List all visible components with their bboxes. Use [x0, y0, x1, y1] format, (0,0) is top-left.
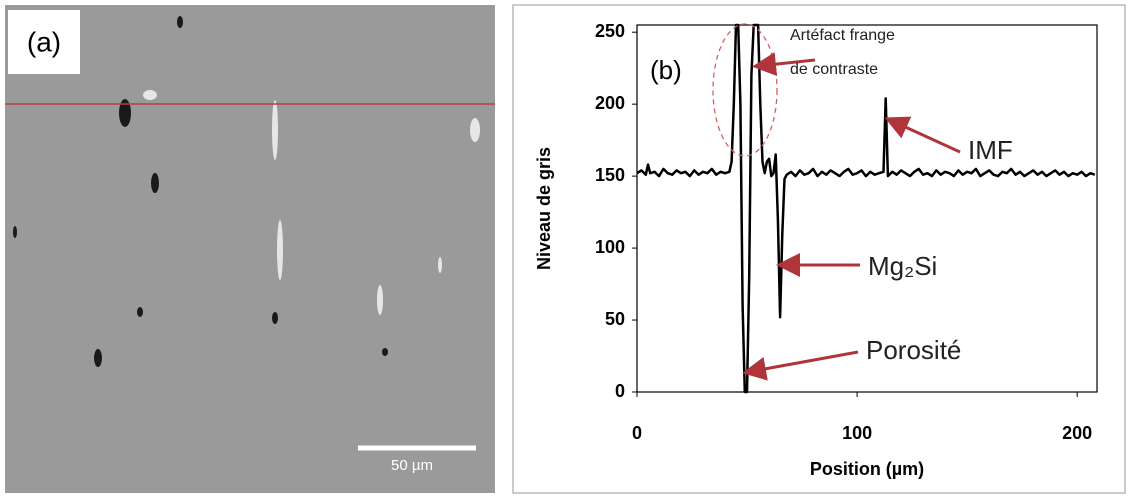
panel-label: (b)	[650, 55, 682, 85]
y-tick-label: 250	[595, 21, 625, 41]
annotation-arrow	[752, 52, 816, 77]
panel-frame	[512, 4, 1126, 494]
particles	[13, 16, 388, 367]
micrograph	[5, 5, 495, 493]
panel-label-box	[8, 10, 80, 74]
y-tick-label: 150	[595, 165, 625, 185]
plot-area	[636, 24, 1098, 393]
artefact-ellipse	[712, 23, 778, 157]
annotation: Porosité	[866, 335, 961, 365]
line-series	[636, 23, 1096, 394]
y-tick-label: 0	[615, 381, 625, 401]
x-tick-label: 0	[632, 423, 642, 443]
scale-bar-label: 50 µm	[391, 457, 433, 474]
bright-phases	[143, 90, 480, 315]
annotation-arrow	[742, 350, 859, 381]
x-axis-label: Position (µm)	[810, 459, 924, 479]
x-tick-label: 200	[1062, 423, 1092, 443]
annotation-arrow	[884, 116, 961, 154]
annotation: Mg₂Si	[868, 251, 937, 281]
annotation: IMF	[968, 135, 1013, 165]
y-tick-label: 200	[595, 93, 625, 113]
y-tick-label: 100	[595, 237, 625, 257]
y-tick-label: 50	[605, 309, 625, 329]
y-axis-label: Niveau de gris	[534, 147, 554, 270]
panel-label: (a)	[27, 26, 61, 57]
x-tick-label: 100	[842, 423, 872, 443]
annotation: de contraste	[790, 61, 878, 78]
annotation: Artéfact frange	[790, 27, 895, 44]
